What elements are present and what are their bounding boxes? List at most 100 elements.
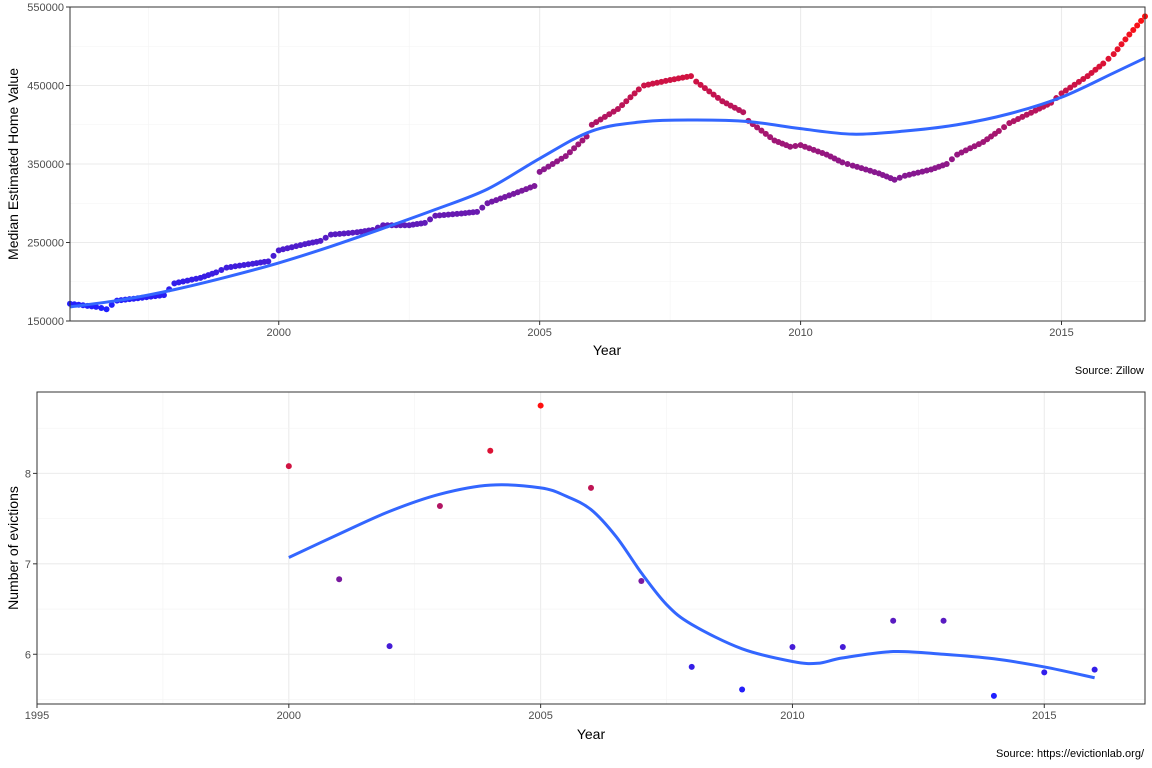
home-value-point — [839, 159, 846, 166]
evictions-point — [789, 644, 796, 651]
home-value-point — [767, 134, 774, 141]
home-value-point — [687, 73, 694, 80]
home-value-point — [427, 216, 434, 223]
evictions-y-axis-title: Number of evictions — [5, 486, 21, 610]
home-value-smooth-line — [69, 56, 1146, 309]
home-value-point — [541, 166, 548, 173]
home-value-point — [606, 111, 613, 118]
evictions-smooth-line — [288, 483, 1095, 680]
home-value-point — [706, 88, 713, 95]
home-value-point — [545, 163, 552, 170]
home-value-point — [1001, 124, 1008, 131]
home-value-point — [891, 176, 898, 183]
home-value-point — [1105, 55, 1112, 62]
home-value-point — [1067, 84, 1074, 91]
home-value-point — [454, 210, 461, 217]
evictions-x-tick-label: 1995 — [25, 710, 49, 722]
evictions-point — [890, 617, 897, 624]
home-value-point — [554, 158, 561, 165]
evictions-points — [285, 402, 1098, 699]
home-value-point — [340, 230, 347, 237]
evictions-point — [638, 578, 645, 585]
home-value-x-tick-label: 2015 — [1049, 327, 1073, 339]
home-value-point — [575, 141, 582, 148]
evictions-y-tick-label: 7 — [25, 559, 31, 571]
evictions-x-tick-label: 2005 — [528, 710, 552, 722]
evictions-x-tick-label: 2010 — [780, 710, 804, 722]
home-value-x-tick-label: 2010 — [788, 327, 812, 339]
home-value-point — [103, 306, 110, 313]
home-value-point — [740, 109, 747, 116]
evictions-point — [285, 463, 292, 470]
home-value-point — [327, 231, 334, 238]
evictions-point — [487, 447, 494, 454]
home-value-point — [558, 155, 565, 162]
home-value-point — [562, 153, 569, 160]
home-value-point — [896, 174, 903, 181]
home-value-point — [345, 230, 352, 237]
home-value-point — [336, 230, 343, 237]
evictions-point — [436, 502, 443, 509]
evictions-x-tick-label: 2015 — [1032, 710, 1056, 722]
home-value-x-tick-label: 2000 — [266, 327, 290, 339]
home-value-y-tick-label: 250000 — [27, 238, 64, 250]
evictions-y-tick-label: 8 — [25, 468, 31, 480]
home-value-point — [635, 86, 642, 93]
home-value-point — [479, 204, 486, 211]
home-value-point — [627, 94, 634, 101]
evictions-x-tick-label: 2000 — [277, 710, 301, 722]
home-value-point — [623, 98, 630, 105]
home-value-point — [593, 119, 600, 126]
evictions-plot-panel — [36, 391, 1146, 705]
home-value-y-tick-label: 450000 — [27, 81, 64, 93]
home-value-point — [758, 127, 765, 134]
home-value-axis-ticks: 2000 2005 2010 2015 150000 250000 350000 450000… — [27, 2, 1073, 339]
evictions-point — [990, 692, 997, 699]
home-value-point — [601, 113, 608, 120]
home-value-point — [701, 85, 708, 92]
home-value-point — [449, 211, 456, 218]
home-value-point — [1122, 36, 1129, 43]
home-value-point — [697, 81, 704, 88]
home-value-points — [67, 13, 1148, 313]
home-value-x-tick-label: 2005 — [527, 327, 551, 339]
home-value-point — [332, 231, 339, 238]
home-value-point — [265, 258, 272, 265]
home-value-point — [571, 145, 578, 152]
home-value-point — [597, 116, 604, 123]
home-value-point — [1080, 75, 1087, 82]
home-value-point — [421, 219, 428, 226]
home-value-y-tick-label: 350000 — [27, 159, 64, 171]
home-value-point — [1100, 60, 1107, 67]
home-value-point — [792, 142, 799, 149]
evictions-point — [336, 576, 343, 583]
evictions-point — [1041, 669, 1048, 676]
evictions-point — [1091, 666, 1098, 673]
home-value-point — [787, 143, 794, 150]
home-value-point — [270, 252, 277, 259]
home-value-panel-border — [69, 6, 1146, 322]
home-value-point — [579, 137, 586, 144]
evictions-point — [739, 686, 746, 693]
home-value-point — [631, 90, 638, 97]
evictions-panel-border — [36, 391, 1146, 705]
home-value-point — [1134, 22, 1141, 29]
home-value-x-axis-title: Year — [593, 342, 622, 358]
home-value-point — [588, 121, 595, 128]
evictions-chart: 1995 2000 2005 2010 2015 6 7 8 Year Number of e… — [5, 391, 1146, 760]
home-value-point — [762, 130, 769, 137]
home-value-point — [1138, 17, 1145, 24]
evictions-point — [537, 402, 544, 409]
home-value-point — [693, 78, 700, 85]
evictions-axis-ticks: 1995 2000 2005 2010 2015 6 7 8 — [25, 468, 1057, 722]
home-value-y-axis-title: Median Estimated Home Value — [5, 68, 21, 260]
home-value-point — [474, 208, 481, 215]
home-value-point — [322, 234, 329, 241]
home-value-point — [1058, 90, 1065, 97]
home-value-point — [440, 212, 447, 219]
home-value-point — [536, 168, 543, 175]
evictions-caption: Source: https://evictionlab.org/ — [996, 748, 1145, 760]
home-value-point — [1075, 78, 1082, 85]
home-value-point — [1114, 46, 1121, 53]
